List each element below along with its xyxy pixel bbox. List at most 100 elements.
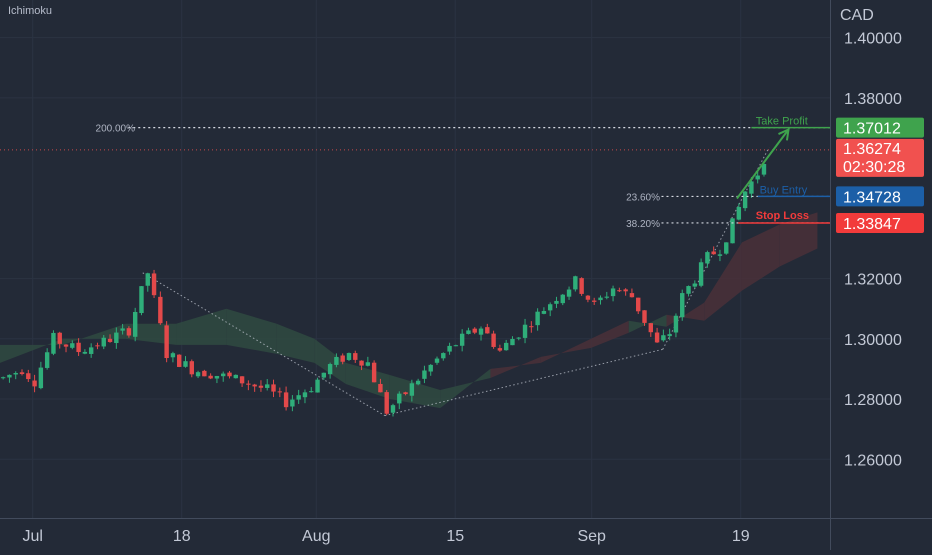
candle-body (566, 289, 572, 297)
currency-label: CAD (840, 7, 874, 24)
candle-body (654, 332, 660, 343)
candle-body (422, 370, 427, 379)
candle-body (70, 343, 75, 348)
candle-body (227, 372, 232, 377)
candle-body (541, 310, 547, 314)
candle-body (428, 364, 433, 372)
candle-body (516, 337, 521, 339)
candle-body (604, 296, 609, 298)
candle-body (478, 328, 484, 335)
candle-body (403, 392, 408, 395)
candle-body (114, 332, 119, 344)
candle-body (327, 364, 333, 375)
candle-body (680, 293, 685, 318)
candle-body (302, 392, 308, 398)
fib-connector-line (142, 272, 386, 417)
candle-body (378, 383, 383, 393)
candle-body (51, 332, 56, 354)
candle-body (497, 348, 503, 351)
stop-loss-label: Stop Loss (756, 210, 809, 222)
candle-body (610, 288, 616, 297)
candle-body (145, 273, 150, 286)
ichimoku-cloud-segment (741, 224, 780, 291)
y-tick-label: 1.40000 (844, 31, 902, 48)
candle-body (472, 328, 477, 333)
candle-body (177, 354, 182, 367)
indicator-name[interactable]: Ichimoku (8, 5, 53, 17)
candle-body (151, 273, 157, 296)
candle-body (88, 347, 94, 354)
candle-body (529, 326, 534, 328)
candle-body (692, 283, 698, 287)
candle-body (730, 218, 735, 244)
candle-body (453, 345, 459, 347)
ichimoku-cloud-segment (345, 362, 390, 400)
stop-loss-tag (836, 212, 924, 233)
take-profit-label: Take Profit (756, 116, 808, 128)
ichimoku-cloud-segment (628, 314, 667, 333)
candle-body (120, 328, 125, 331)
candle-body (252, 384, 257, 387)
target-arrow-shaft (736, 128, 790, 200)
candle-body (239, 376, 245, 384)
candle-body (491, 333, 496, 347)
candle-body (371, 362, 377, 383)
y-tick-label: 1.28000 (844, 392, 902, 409)
ichimoku-cloud-segment (490, 356, 541, 378)
ichimoku-cloud-segment (440, 368, 491, 409)
candle-body (189, 361, 194, 375)
candle-body (76, 342, 81, 353)
candle-body (705, 252, 710, 264)
candle-body (573, 276, 578, 290)
ichimoku-cloud-segment (125, 323, 177, 345)
candle-body (724, 242, 729, 254)
target-arrow-head (778, 127, 790, 141)
take-profit-tag (836, 117, 924, 138)
ichimoku-cloud-segment (704, 242, 742, 321)
candle-body (642, 310, 647, 323)
candle-body (315, 379, 320, 393)
candle-body (761, 163, 767, 175)
candle-body (623, 289, 628, 292)
candle-body (522, 324, 528, 338)
candle-body (158, 296, 163, 324)
candle-body (434, 358, 440, 363)
candle-body (390, 405, 396, 413)
candle-body (698, 262, 704, 286)
candle-body (554, 300, 559, 304)
candle-body (126, 328, 132, 336)
candle-body (13, 373, 18, 375)
y-tick-label: 1.26000 (844, 452, 902, 469)
candle-body (32, 380, 37, 387)
candle-body (598, 297, 603, 301)
candle-body (736, 207, 742, 220)
candle-body (164, 325, 169, 359)
ichimoku-cloud-segment (176, 308, 227, 345)
x-tick-label: Aug (302, 528, 330, 545)
y-tick-label: 1.32000 (844, 272, 902, 289)
x-tick-label: Sep (577, 528, 606, 545)
candle-body (309, 391, 314, 393)
candle-body (466, 330, 471, 334)
ichimoku-cloud-segment (226, 308, 277, 354)
candle-body (592, 300, 597, 302)
current-price-tag (836, 138, 924, 177)
x-tick-label: 19 (732, 528, 750, 545)
stop-loss-tag-text: 1.33847 (843, 216, 901, 233)
candle-body (221, 373, 226, 377)
ichimoku-cloud-segment (314, 338, 346, 384)
candle-body (183, 361, 188, 367)
candle-body (195, 372, 201, 377)
candle-body (63, 344, 69, 347)
candle-body (26, 373, 31, 380)
y-tick-label: 1.38000 (844, 91, 902, 108)
fib-label-200: 200.00% (96, 124, 136, 135)
candle-body (365, 362, 371, 366)
current-price-tag-text: 02:30:28 (843, 159, 905, 176)
y-tick-label: 1.30000 (844, 332, 902, 349)
candle-body (0, 377, 6, 379)
candle-body (101, 337, 106, 347)
candle-body (290, 399, 295, 407)
